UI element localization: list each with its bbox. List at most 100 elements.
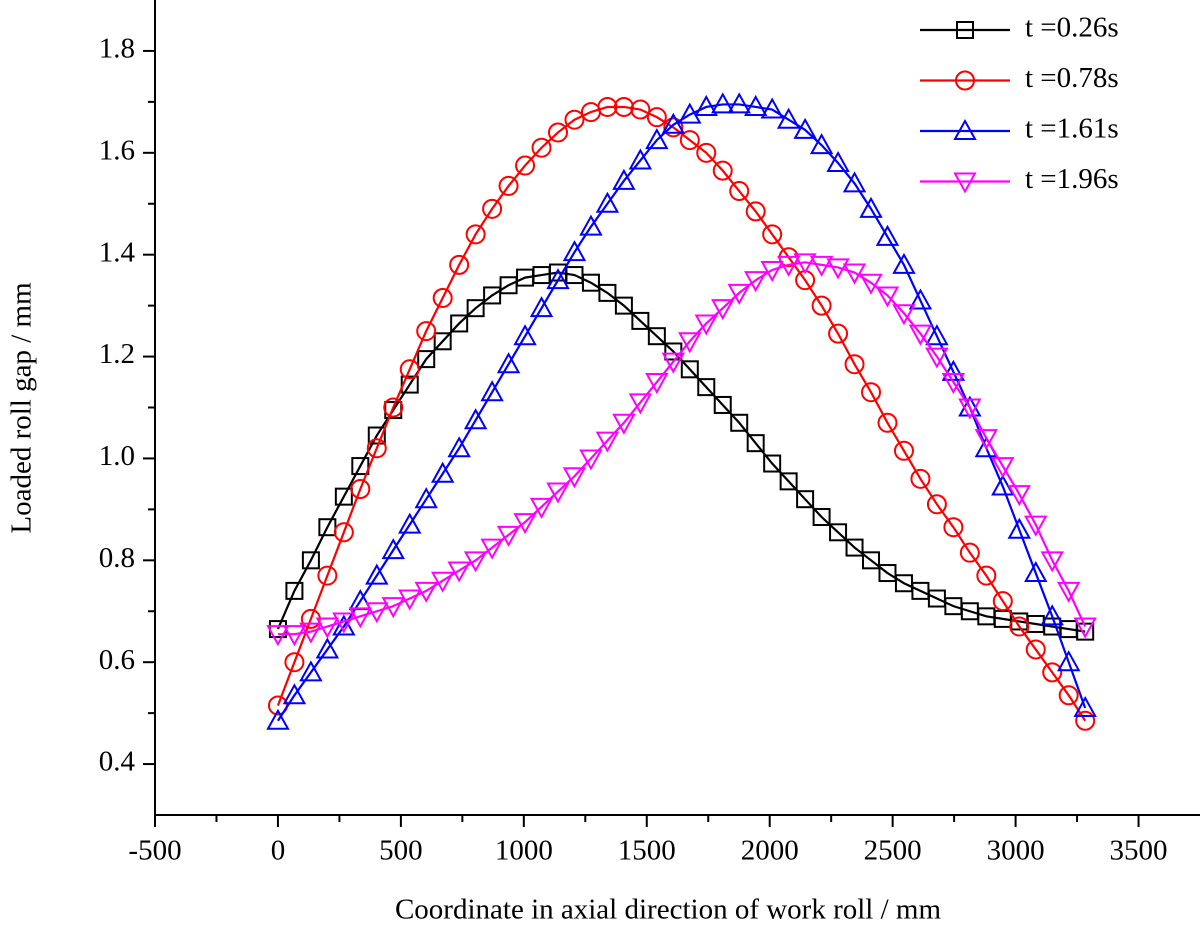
marker: [1025, 639, 1046, 660]
marker: [875, 224, 900, 246]
marker: [861, 382, 882, 403]
marker: [812, 508, 831, 527]
marker: [926, 494, 947, 515]
marker: [282, 625, 307, 647]
marker: [1073, 695, 1097, 718]
x-axis-title: Coordinate in axial direction of work ro…: [395, 894, 941, 926]
marker: [892, 304, 916, 326]
marker: [976, 565, 997, 586]
marker: [482, 198, 503, 219]
marker: [809, 133, 834, 155]
marker: [646, 107, 667, 128]
series-line: [277, 103, 1087, 722]
marker: [365, 563, 389, 585]
marker: [829, 523, 848, 542]
marker: [351, 457, 370, 476]
y-tick-label: 0.6: [99, 644, 135, 676]
series-line: [277, 261, 1087, 636]
marker: [350, 479, 371, 499]
marker: [663, 117, 684, 138]
marker: [943, 517, 964, 538]
marker: [630, 99, 651, 120]
marker: [842, 263, 867, 285]
marker: [614, 296, 633, 315]
marker: [661, 352, 686, 374]
marker: [367, 426, 386, 445]
x-tick-label: 1000: [495, 835, 553, 867]
marker: [760, 260, 784, 283]
marker: [548, 122, 569, 143]
marker: [878, 564, 897, 583]
marker: [1076, 622, 1095, 641]
marker: [562, 240, 587, 262]
y-tick-label: 1.2: [99, 338, 135, 370]
marker: [483, 286, 502, 305]
marker: [713, 395, 732, 414]
marker: [694, 314, 718, 336]
marker: [417, 350, 436, 369]
marker: [1042, 662, 1063, 683]
marker: [875, 286, 900, 308]
marker: [729, 181, 750, 202]
marker: [628, 393, 653, 415]
marker: [730, 413, 749, 432]
marker: [595, 431, 620, 453]
marker: [992, 591, 1013, 612]
marker: [400, 375, 419, 394]
marker: [366, 438, 387, 459]
marker: [842, 171, 867, 193]
marker: [697, 378, 716, 397]
legend-label: t =1.96s: [1025, 163, 1119, 195]
marker: [762, 224, 783, 245]
marker: [414, 581, 438, 603]
marker: [463, 408, 488, 430]
marker: [480, 538, 504, 560]
marker: [645, 373, 669, 395]
marker: [727, 92, 751, 114]
marker: [1057, 650, 1081, 672]
marker: [301, 551, 320, 570]
marker: [1058, 685, 1079, 706]
marker: [910, 468, 931, 489]
marker: [299, 660, 323, 682]
marker: [315, 617, 340, 639]
marker: [760, 97, 784, 119]
marker: [399, 359, 420, 380]
marker: [743, 94, 768, 116]
marker: [381, 597, 405, 619]
marker: [416, 321, 437, 342]
marker: [332, 614, 356, 636]
x-tick-label: 2000: [741, 835, 799, 867]
marker: [450, 314, 469, 333]
marker: [383, 397, 404, 418]
marker: [430, 571, 455, 593]
marker: [826, 258, 850, 280]
marker: [908, 288, 933, 310]
marker: [678, 102, 702, 124]
marker: [334, 487, 353, 506]
marker: [581, 273, 600, 292]
marker: [496, 525, 521, 547]
marker: [266, 625, 290, 647]
marker: [647, 327, 666, 346]
marker: [680, 360, 699, 379]
marker: [746, 434, 765, 453]
marker: [678, 332, 702, 354]
marker: [332, 612, 356, 634]
x-tick-label: 1500: [618, 835, 676, 867]
marker: [828, 323, 849, 344]
marker: [449, 254, 470, 275]
marker: [959, 542, 980, 563]
marker: [1057, 581, 1081, 603]
marker: [365, 602, 389, 624]
marker: [546, 482, 570, 504]
x-tick-label: -500: [128, 835, 181, 867]
marker: [1007, 517, 1031, 539]
y-tick-label: 1.4: [99, 236, 136, 268]
marker: [628, 148, 653, 170]
marker: [1075, 710, 1096, 731]
marker: [793, 117, 817, 139]
legend-label: t =0.78s: [1025, 62, 1119, 94]
marker: [414, 487, 438, 509]
